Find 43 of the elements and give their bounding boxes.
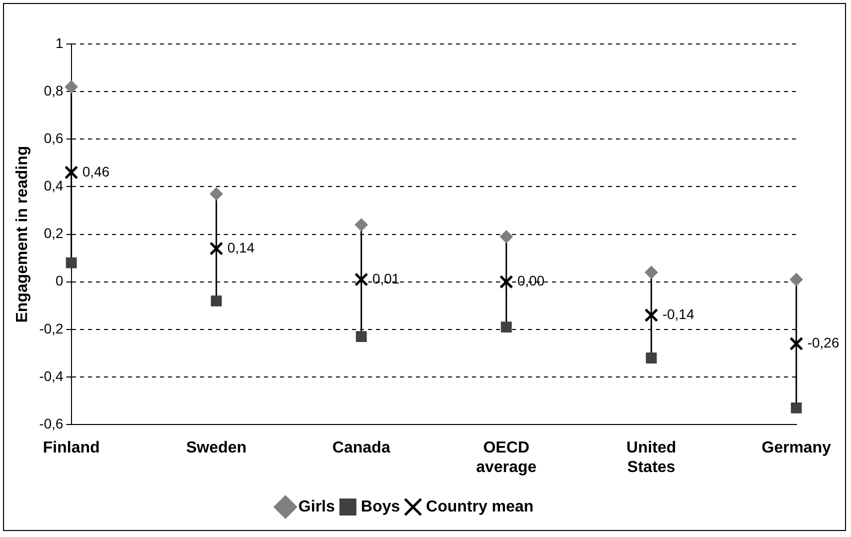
y-tick-label: 0,8 xyxy=(44,82,64,98)
point xyxy=(210,187,223,200)
point xyxy=(500,230,513,244)
y-tick-label: 1 xyxy=(56,34,64,51)
point xyxy=(64,80,78,94)
data-label: -0,26 xyxy=(807,334,840,351)
y-tick-label: 0 xyxy=(56,272,64,289)
legend-label: Country mean xyxy=(426,498,534,516)
point xyxy=(789,336,804,351)
y-tick-label: -0,6 xyxy=(39,415,64,432)
y-tick-label: 0,4 xyxy=(44,178,64,194)
y-tick-label: -0,4 xyxy=(39,368,64,384)
point xyxy=(790,402,802,414)
point xyxy=(356,331,367,342)
point xyxy=(646,352,657,364)
legend-label: Girls xyxy=(298,498,335,516)
point xyxy=(209,242,224,256)
data-label: -0,14 xyxy=(662,306,694,322)
legend-label: Boys xyxy=(360,498,400,516)
point xyxy=(644,308,658,322)
x-tick-label: OECD average xyxy=(476,440,537,476)
y-axis-title: Engagement in reading xyxy=(14,146,32,323)
data-label: 0,46 xyxy=(82,163,110,180)
point xyxy=(354,272,368,286)
y-tick-label: 0,2 xyxy=(44,225,64,242)
point xyxy=(499,274,514,289)
x-tick-label: Finland xyxy=(42,440,100,457)
x-tick-label: Germany xyxy=(762,440,832,457)
point xyxy=(210,295,222,306)
x-tick-label: Canada xyxy=(332,440,390,457)
point xyxy=(66,257,77,268)
point xyxy=(354,218,368,232)
data-label: 0,01 xyxy=(372,270,400,286)
data-label: 0,00 xyxy=(517,272,545,289)
data-label: 0,14 xyxy=(227,239,255,256)
x-tick-label: Sweden xyxy=(186,440,247,457)
y-tick-label: -0,2 xyxy=(39,320,64,336)
point xyxy=(790,272,803,286)
point xyxy=(644,266,658,279)
point xyxy=(64,166,78,180)
point xyxy=(500,322,512,333)
x-tick-label: United States xyxy=(626,440,676,476)
y-tick-label: 0,6 xyxy=(44,130,64,146)
